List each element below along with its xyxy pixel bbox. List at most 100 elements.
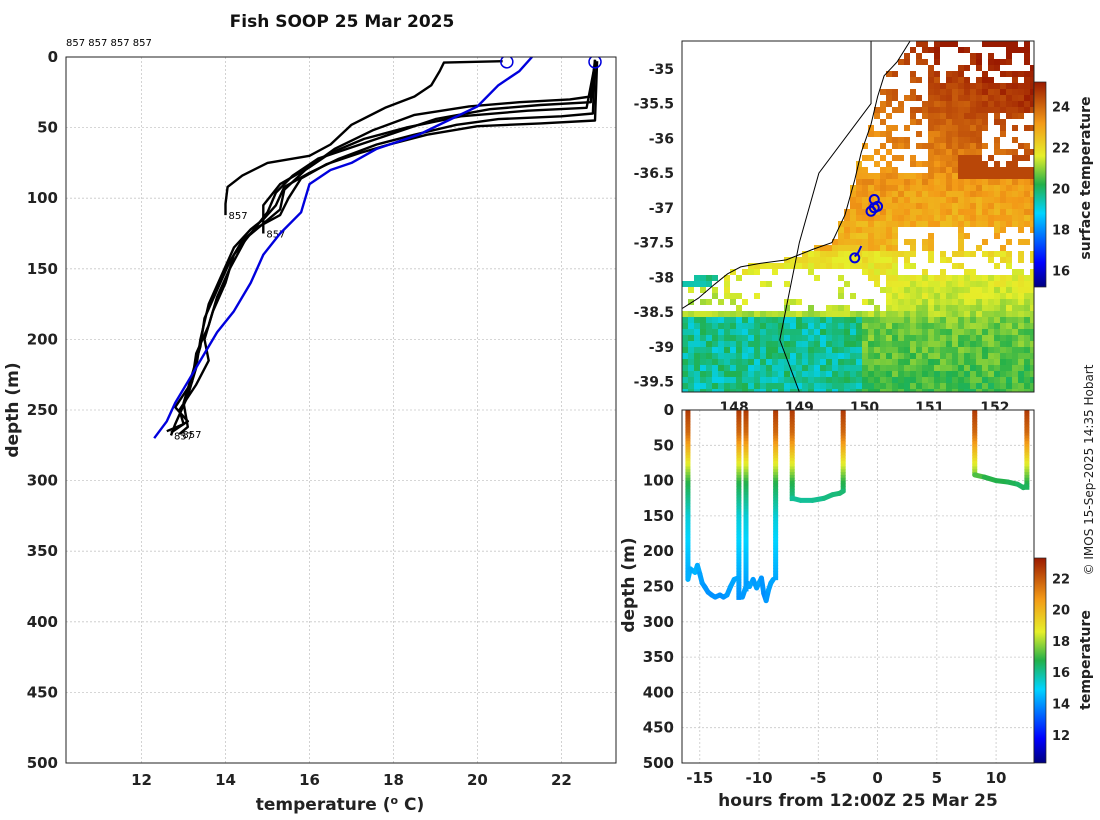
profile-end-label: 857 [266,230,285,241]
sst-pixel [1012,311,1018,317]
sst-pixel [904,371,910,377]
sst-pixel [928,305,934,311]
sst-pixel [994,101,1000,107]
sst-pixel [844,353,850,359]
sst-pixel [910,239,916,245]
sst-pixel [928,335,934,341]
sst-pixel [916,215,922,221]
sst-pixel [934,341,940,347]
ts-y-tick-label: 200 [643,542,674,560]
sst-pixel [976,311,982,317]
sst-pixel [796,329,802,335]
sst-pixel [1024,209,1030,215]
sst-pixel [856,179,862,185]
sst-pixel [1012,95,1018,101]
sst-pixel [892,383,898,389]
sst-pixel [856,173,862,179]
sst-pixel [688,377,694,383]
sst-pixel [964,347,970,353]
sst-pixel [988,59,994,65]
sst-pixel [820,341,826,347]
sst-pixel [910,389,916,392]
sst-pixel [706,329,712,335]
sst-pixel [892,359,898,365]
sst-pixel [814,383,820,389]
sst-pixel [970,221,976,227]
sst-pixel [1006,251,1012,257]
sst-pixel [928,377,934,383]
ts-y-tick-label: 100 [643,472,674,490]
sst-pixel [766,317,772,323]
sst-pixel [682,347,688,353]
sst-pixel [904,281,910,287]
sst-pixel [940,365,946,371]
sst-pixel [952,191,958,197]
sst-pixel [1006,53,1012,59]
sst-pixel [904,95,910,101]
sst-colorbar-tick-label: 24 [1052,101,1070,116]
sst-pixel [898,173,904,179]
sst-pixel [916,317,922,323]
sst-pixel [934,329,940,335]
sst-pixel [838,389,844,392]
sst-pixel [1024,71,1030,77]
sst-pixel [1012,203,1018,209]
sst-pixel [1024,203,1030,209]
sst-pixel [802,371,808,377]
sst-pixel [688,371,694,377]
sst-pixel [856,221,862,227]
sst-pixel [844,371,850,377]
sst-pixel [886,311,892,317]
sst-pixel [940,359,946,365]
sst-pixel [688,335,694,341]
sst-pixel [688,359,694,365]
sst-pixel [1018,281,1024,287]
sst-pixel [760,329,766,335]
sst-pixel [844,227,850,233]
sst-pixel [904,317,910,323]
sst-pixel [1012,149,1018,155]
sst-pixel [886,101,892,107]
sst-pixel [958,113,964,119]
sst-pixel [1018,185,1024,191]
sst-pixel [892,227,898,233]
sst-pixel [832,251,838,257]
sst-pixel [796,365,802,371]
sst-pixel [736,359,742,365]
sst-pixel [820,389,826,392]
sst-pixel [940,149,946,155]
sst-pixel [952,377,958,383]
sst-pixel [862,221,868,227]
sst-pixel [988,197,994,203]
sst-pixel [886,185,892,191]
sst-pixel [868,275,874,281]
sst-pixel [688,317,694,323]
sst-pixel [1030,203,1034,209]
sst-pixel [796,347,802,353]
profile-y-tick-label: 100 [27,189,58,207]
sst-pixel [934,389,940,392]
sst-pixel [832,329,838,335]
sst-pixel [982,197,988,203]
sst-pixel [856,383,862,389]
sst-pixel [748,317,754,323]
sst-pixel [916,383,922,389]
sst-pixel [694,353,700,359]
sst-pixel [682,377,688,383]
sst-pixel [766,377,772,383]
sst-pixel [922,239,928,245]
sst-pixel [1018,311,1024,317]
sst-pixel [718,359,724,365]
sst-pixel [1006,335,1012,341]
sst-pixel [742,317,748,323]
climatology-line [153,57,533,439]
sst-pixel [886,71,892,77]
sst-pixel [934,113,940,119]
sst-pixel [994,263,1000,269]
sst-pixel [994,59,1000,65]
sst-pixel [928,293,934,299]
sst-pixel [694,359,700,365]
sst-pixel [958,377,964,383]
sst-pixel [808,353,814,359]
sst-pixel [1018,95,1024,101]
